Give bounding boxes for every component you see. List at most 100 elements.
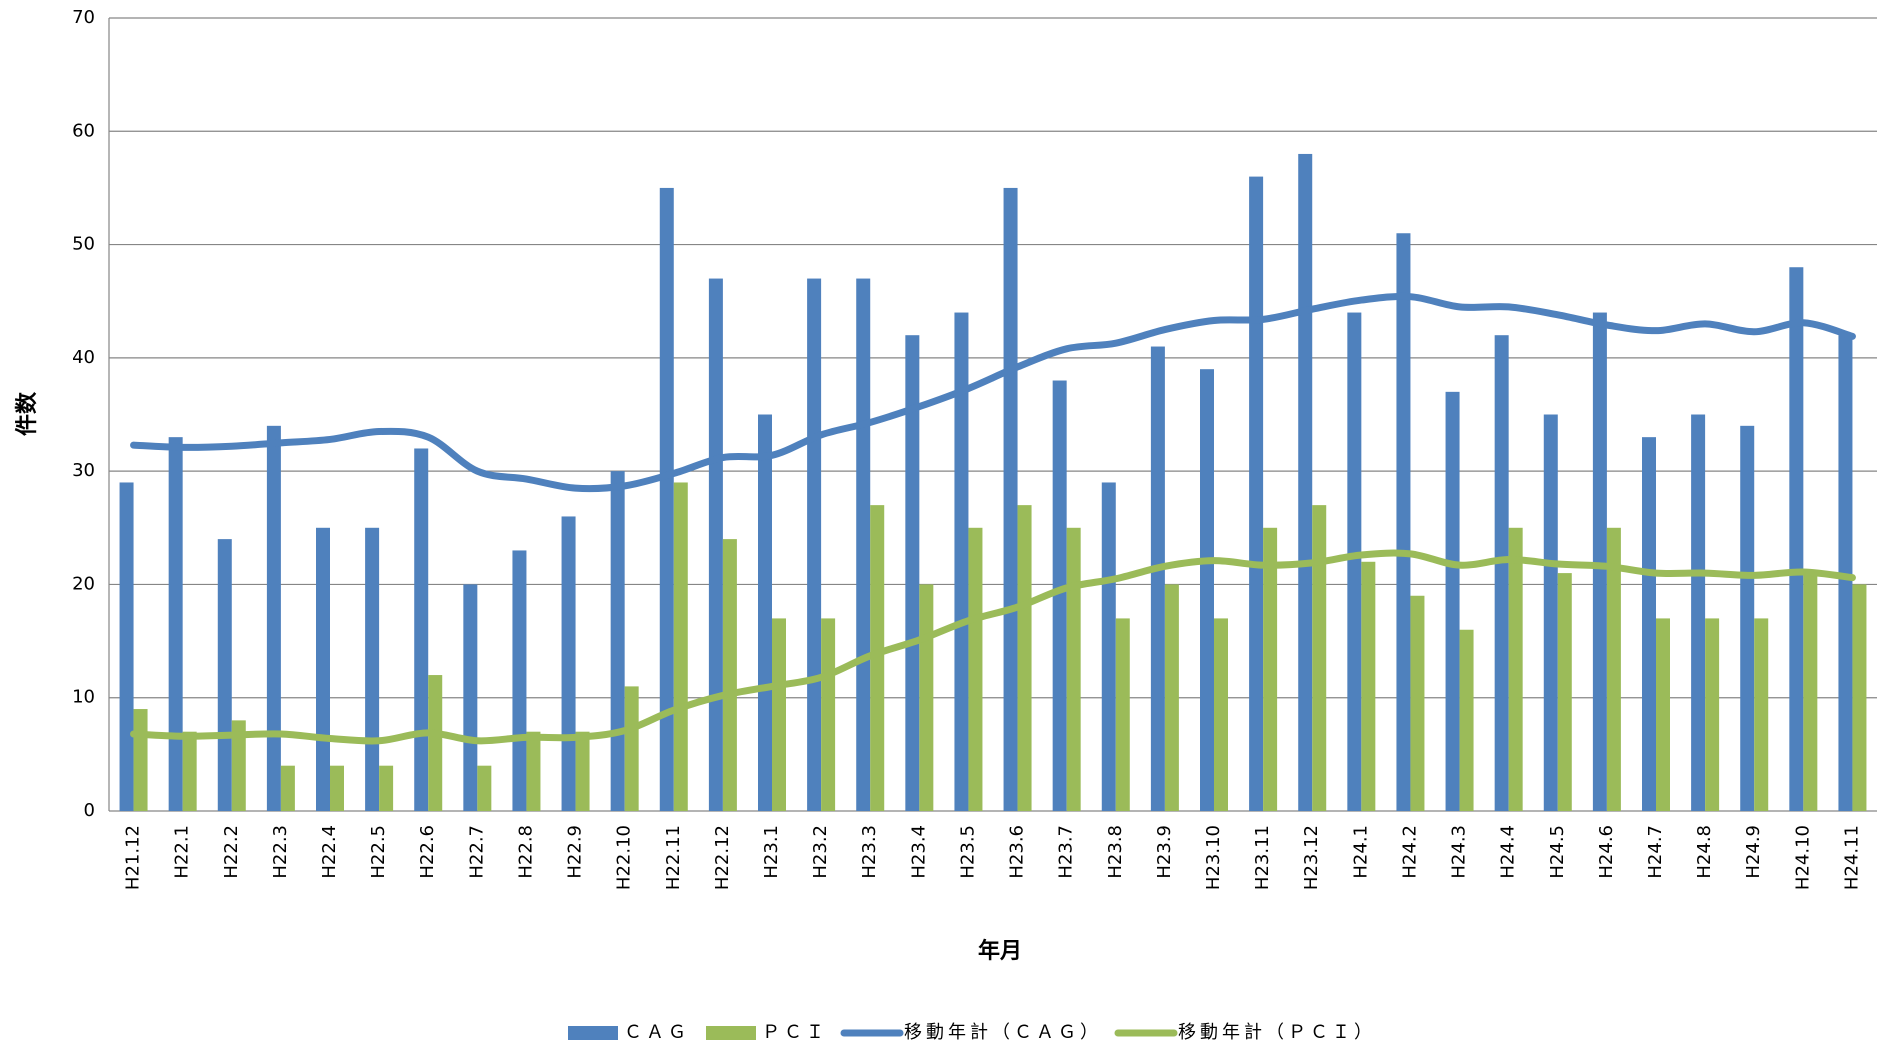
- bar: [1445, 391, 1460, 811]
- bar: [610, 471, 625, 811]
- bar: [463, 584, 478, 811]
- bar: [1740, 425, 1755, 811]
- line: [130, 292, 1856, 493]
- bar: [477, 765, 492, 811]
- x-tick-label: H24.2: [1399, 825, 1420, 879]
- y-tick-label: 0: [84, 800, 95, 821]
- bar: [1052, 380, 1067, 811]
- legend-swatch: [568, 1026, 618, 1040]
- bar: [414, 448, 429, 811]
- bar: [1705, 618, 1720, 811]
- line: [130, 549, 1856, 745]
- x-tick-label: H22.3: [270, 825, 291, 879]
- bar: [330, 765, 344, 811]
- bar: [919, 584, 934, 811]
- bar: [428, 675, 443, 811]
- x-tick-label: H24.10: [1792, 825, 1813, 890]
- bar: [1298, 153, 1313, 811]
- bar: [1691, 414, 1706, 811]
- bar: [1459, 629, 1474, 811]
- bar: [1789, 267, 1804, 811]
- bar: [1017, 505, 1032, 811]
- bar: [1200, 369, 1214, 811]
- bar: [1642, 437, 1656, 811]
- bar: [624, 686, 639, 811]
- x-tick-label: H23.11: [1252, 825, 1273, 890]
- x-tick-label: H24.4: [1498, 825, 1519, 879]
- bar: [722, 539, 737, 811]
- x-tick-label: H23.12: [1301, 825, 1322, 890]
- x-tick-label: H23.5: [957, 825, 978, 879]
- x-tick-label: H24.11: [1841, 825, 1862, 890]
- bar: [1066, 527, 1081, 811]
- bar: [1150, 346, 1165, 811]
- y-tick-label: 50: [72, 234, 95, 255]
- bar: [954, 312, 969, 811]
- bar: [1557, 573, 1572, 811]
- x-tick-label: H22.5: [368, 825, 389, 879]
- bar: [1543, 414, 1558, 811]
- bar: [133, 709, 148, 811]
- bar: [1803, 573, 1818, 811]
- x-tick-label: H21.12: [123, 825, 144, 890]
- bar: [1115, 618, 1130, 811]
- bar: [1410, 595, 1425, 811]
- bar: [1003, 187, 1018, 811]
- y-tick-label: 20: [72, 573, 95, 594]
- bar: [659, 187, 674, 811]
- bar: [1592, 312, 1607, 811]
- bar: [1852, 584, 1867, 811]
- y-tick-label: 30: [72, 460, 95, 481]
- y-tick-label: 60: [72, 120, 95, 141]
- bar: [1508, 527, 1523, 811]
- y-tick-label: 10: [72, 687, 95, 708]
- y-axis-label: 件数: [14, 391, 40, 436]
- x-tick-label: H22.2: [221, 825, 242, 879]
- legend-label: ＣＡＧ: [624, 1022, 690, 1043]
- x-tick-label: H23.10: [1203, 825, 1224, 890]
- bar: [379, 765, 394, 811]
- x-tick-label: H22.12: [712, 825, 733, 890]
- bar: [821, 618, 836, 811]
- x-tick-label: H22.1: [172, 825, 193, 879]
- bar: [280, 765, 295, 811]
- y-tick-label: 40: [72, 347, 95, 368]
- bar: [365, 527, 380, 811]
- bar: [266, 425, 281, 811]
- bar: [1361, 561, 1376, 811]
- x-tick-label: H24.6: [1596, 825, 1617, 879]
- bar: [758, 414, 772, 811]
- bar: [1249, 176, 1264, 812]
- bar: [231, 720, 246, 811]
- x-tick-label: H22.8: [515, 825, 536, 879]
- bar: [1838, 335, 1853, 811]
- bar: [512, 550, 527, 811]
- x-tick-label: H24.7: [1645, 825, 1666, 879]
- bar: [1754, 618, 1769, 811]
- legend-label: 移動年計（ＣＡＧ）: [904, 1022, 1102, 1043]
- bar: [561, 516, 576, 811]
- bar: [1164, 584, 1179, 811]
- x-tick-label: H22.9: [565, 825, 586, 879]
- legend-swatch: [706, 1026, 756, 1040]
- x-tick-label: H24.3: [1449, 825, 1470, 879]
- bar: [772, 618, 786, 811]
- bar: [119, 482, 134, 811]
- bar: [168, 437, 183, 811]
- bar: [217, 539, 232, 811]
- bar: [1312, 505, 1327, 811]
- x-tick-label: H22.4: [319, 825, 340, 879]
- bar: [1214, 618, 1228, 811]
- legend-label: ＰＣＩ: [762, 1022, 828, 1043]
- bar: [1347, 312, 1362, 811]
- x-tick-label: H24.1: [1350, 825, 1371, 879]
- bar: [1263, 527, 1278, 811]
- bar: [182, 731, 197, 811]
- x-tick-label: H22.10: [614, 825, 635, 890]
- bar: [870, 505, 885, 811]
- x-tick-label: H22.7: [466, 825, 487, 879]
- bar: [905, 335, 920, 811]
- x-tick-label: H23.3: [859, 825, 880, 879]
- x-tick-label: H23.6: [1007, 825, 1028, 879]
